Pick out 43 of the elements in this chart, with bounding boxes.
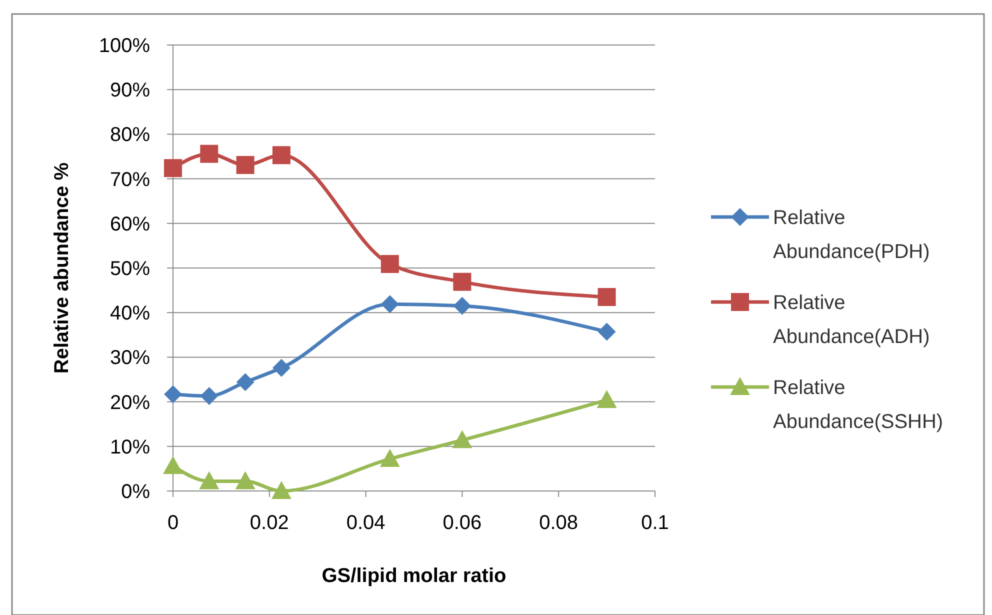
x-axis-title: GS/lipid molar ratio — [322, 565, 506, 587]
x-tick-label: 0.04 — [346, 512, 386, 534]
y-tick-label: 20% — [110, 392, 150, 414]
point — [164, 385, 182, 404]
point — [452, 430, 472, 448]
legend-label: Relative Abundance(ADH) — [773, 292, 930, 348]
point — [380, 448, 400, 467]
y-tick-label: 70% — [110, 168, 150, 191]
y-tick-label: 100% — [98, 35, 150, 57]
point — [164, 159, 182, 178]
point — [163, 456, 183, 474]
y-tick-label: 30% — [110, 347, 150, 370]
legend-label: Relative Abundance(SSHH) — [773, 377, 944, 433]
y-tick-label: 50% — [110, 258, 150, 280]
point — [235, 471, 256, 490]
point — [453, 272, 472, 291]
point — [200, 144, 218, 163]
legend-label: Relative Abundance(PDH) — [773, 207, 930, 263]
point — [453, 296, 472, 315]
y-tick-label: 40% — [110, 302, 150, 325]
y-tick-label: 60% — [110, 213, 150, 236]
point — [200, 387, 218, 405]
x-tick-label: 0.06 — [442, 512, 482, 534]
x-tick-label: 0.1 — [641, 512, 669, 534]
x-tick-label: 0.08 — [539, 512, 578, 534]
x-tick-label: 0.02 — [250, 512, 289, 534]
point — [596, 390, 617, 408]
point — [272, 358, 290, 377]
point — [271, 481, 292, 499]
y-tick-label: 10% — [110, 436, 150, 458]
point — [236, 373, 254, 392]
y-axis-title: Relative abundance % — [51, 162, 73, 374]
point — [272, 146, 290, 164]
y-tick-label: 0% — [121, 481, 150, 503]
point — [236, 156, 254, 174]
point — [199, 471, 220, 490]
x-tick-label: 0 — [167, 512, 179, 534]
point — [380, 295, 399, 314]
point — [380, 254, 399, 273]
point — [598, 322, 616, 341]
point — [598, 288, 616, 306]
y-tick-label: 90% — [110, 80, 150, 102]
y-tick-label: 80% — [110, 124, 150, 146]
